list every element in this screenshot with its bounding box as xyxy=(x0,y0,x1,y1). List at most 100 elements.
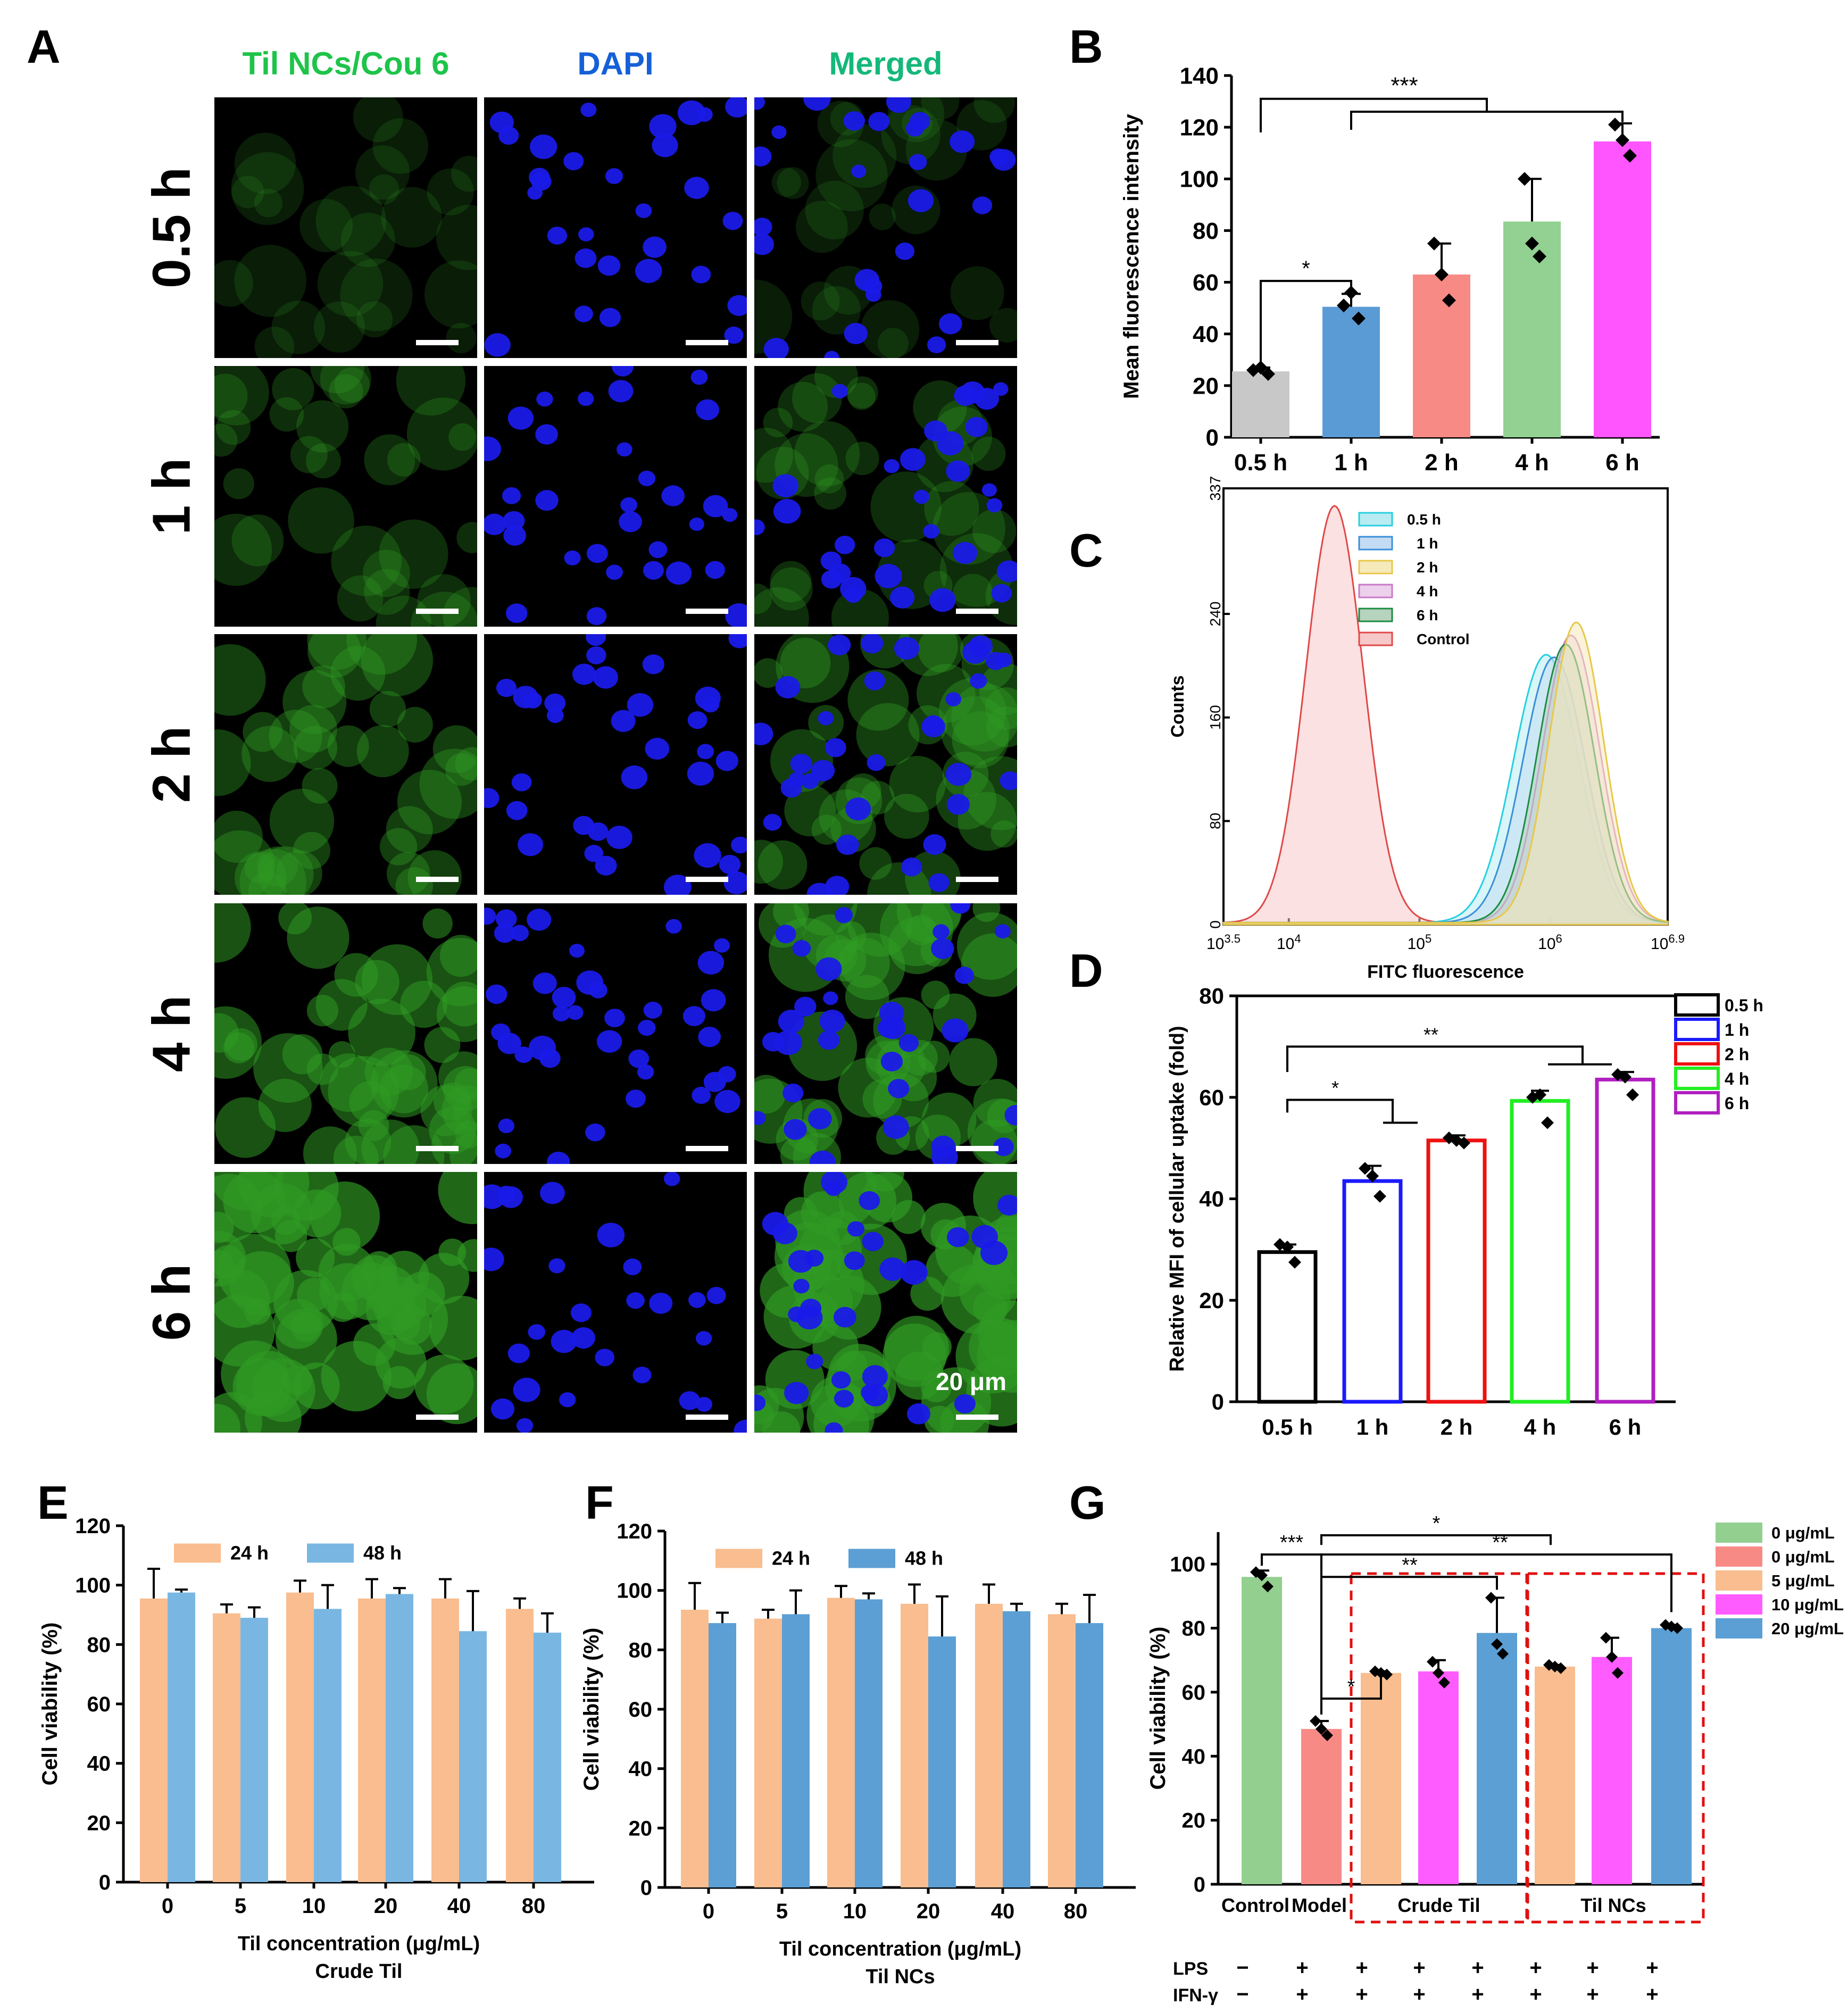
nucleus xyxy=(954,1394,976,1413)
nucleus xyxy=(792,940,811,957)
bar xyxy=(1592,1657,1632,1884)
nucleus xyxy=(894,637,920,660)
scale-bar xyxy=(956,340,998,345)
nucleus xyxy=(484,1247,504,1271)
nucleus xyxy=(778,1009,804,1034)
panel-letter-a: A xyxy=(27,20,61,73)
nucleus xyxy=(497,1033,521,1054)
green-signal xyxy=(780,637,831,688)
green-signal xyxy=(396,366,466,416)
nucleus xyxy=(994,924,1011,939)
green-signal xyxy=(777,167,809,199)
green-signal xyxy=(272,368,314,411)
nucleus xyxy=(715,751,738,771)
nucleus xyxy=(623,1258,642,1276)
nucleus xyxy=(864,671,885,691)
treatment-mark: + xyxy=(1296,1956,1308,1979)
nucleus xyxy=(844,1251,865,1270)
nucleus xyxy=(527,909,552,931)
nucleus xyxy=(931,938,954,959)
nucleus xyxy=(498,126,519,145)
nucleus xyxy=(965,417,988,437)
nucleus xyxy=(578,227,594,242)
green-signal xyxy=(794,421,860,487)
green-signal xyxy=(986,706,1017,747)
nucleus xyxy=(875,563,902,588)
bar xyxy=(754,1618,782,1887)
green-signal xyxy=(870,471,942,543)
x-axis-subtitle: Til NCs xyxy=(865,1966,935,1988)
nucleus xyxy=(718,1066,736,1083)
nucleus xyxy=(883,1115,909,1139)
green-signal xyxy=(438,1172,477,1225)
data-point xyxy=(1262,1581,1273,1593)
nucleus xyxy=(845,797,871,821)
nucleus xyxy=(547,1151,570,1164)
nucleus xyxy=(927,336,946,354)
data-point xyxy=(1533,249,1546,263)
nucleus xyxy=(834,536,855,554)
treatment-mark: + xyxy=(1355,1983,1368,2006)
x-tick-label: 80 xyxy=(522,1894,546,1918)
nucleus xyxy=(506,801,528,820)
nucleus xyxy=(725,97,747,118)
x-tick-label: 10 xyxy=(843,1900,867,1923)
y-axis-title: Counts xyxy=(1168,675,1188,737)
nucleus xyxy=(687,761,714,786)
scale-bar xyxy=(686,877,728,882)
nucleus xyxy=(595,1349,615,1367)
legend-swatch xyxy=(1716,1618,1762,1638)
nucleus xyxy=(722,508,738,522)
x-tick-label: 5 xyxy=(235,1894,246,1918)
legend-swatch xyxy=(1358,560,1393,575)
micrograph-content xyxy=(214,1172,477,1433)
nucleus xyxy=(821,570,842,589)
green-signal xyxy=(845,442,879,476)
nucleus xyxy=(649,1293,673,1314)
nucleus xyxy=(763,338,789,358)
green-signal xyxy=(443,587,477,627)
green-signal xyxy=(754,279,793,354)
micrograph-cell xyxy=(214,366,477,627)
green-signal xyxy=(310,366,364,394)
nucleus xyxy=(793,1278,810,1294)
green-signal xyxy=(293,831,331,869)
nucleus xyxy=(593,666,618,689)
data-point xyxy=(1442,293,1456,307)
nucleus xyxy=(754,1111,766,1125)
nucleus xyxy=(513,686,538,709)
green-signal xyxy=(372,118,429,174)
panel-d: D 0 20 40 60 80 Relative MFI of cellular uptak… xyxy=(1069,944,1763,1440)
green-signal xyxy=(345,1119,392,1164)
green-signal xyxy=(949,1038,997,1086)
x-axis-title: Til concentration (μg/mL) xyxy=(779,1938,1021,1960)
y-tick-label: 160 xyxy=(1207,705,1223,730)
data-point xyxy=(1600,1632,1612,1644)
bar xyxy=(855,1599,883,1887)
y-tick-label: 80 xyxy=(1193,218,1219,244)
nucleus xyxy=(503,525,526,546)
green-signal xyxy=(917,664,976,723)
x-tick-exponent: 5 xyxy=(1425,932,1431,945)
x-tick-exponent: 6 xyxy=(1556,932,1562,945)
green-signal xyxy=(769,567,813,611)
green-signal xyxy=(355,145,410,200)
nucleus xyxy=(528,1324,546,1340)
green-signal xyxy=(234,851,287,895)
nucleus xyxy=(946,460,970,482)
nucleus xyxy=(862,1365,888,1388)
y-tick-label: 100 xyxy=(1170,1553,1205,1576)
bar xyxy=(709,1623,736,1887)
nucleus xyxy=(754,519,765,535)
micrograph-cell xyxy=(484,97,747,358)
y-tick-label: 80 xyxy=(1199,984,1224,1009)
bar xyxy=(1413,274,1470,437)
bar xyxy=(1535,1666,1575,1884)
green-signal xyxy=(376,595,431,627)
treatment-mark: + xyxy=(1471,1983,1484,2006)
green-signal xyxy=(921,1092,977,1147)
data-point xyxy=(1438,1676,1450,1688)
nucleus xyxy=(484,333,511,357)
nucleus xyxy=(703,495,728,518)
x-tick-label: 0 xyxy=(162,1894,173,1918)
